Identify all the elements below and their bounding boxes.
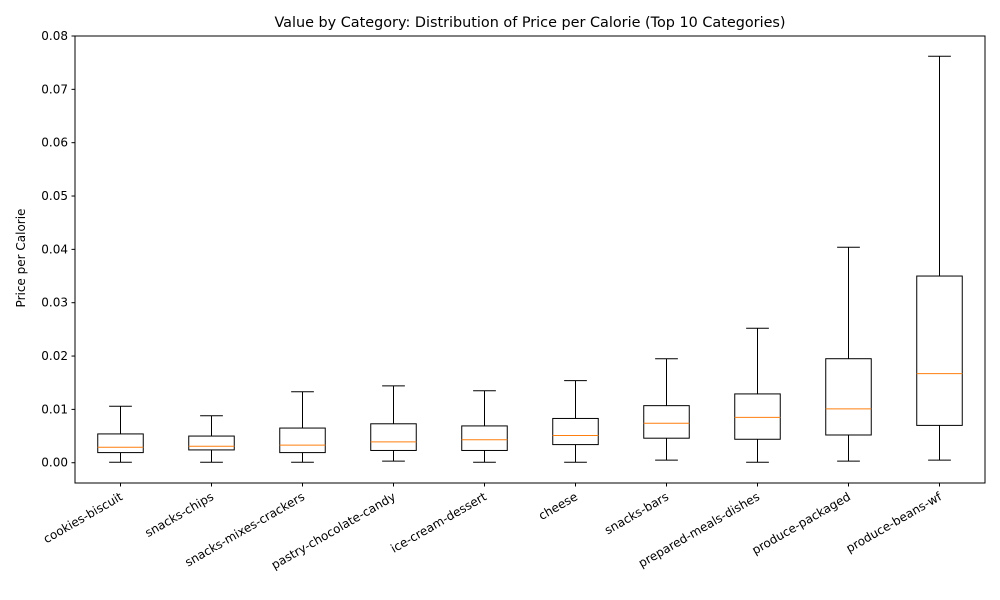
x-tick-label: cheese xyxy=(536,489,580,522)
iqr-box xyxy=(916,275,963,426)
plot-frame xyxy=(74,35,986,484)
y-tick-label: 0.03 xyxy=(41,296,68,310)
y-tick-label: 0.00 xyxy=(41,456,68,470)
y-tick-label: 0.07 xyxy=(41,82,68,96)
y-tick-label: 0.05 xyxy=(41,189,68,203)
y-tick-label: 0.08 xyxy=(41,29,68,43)
x-tick-label: produce-packaged xyxy=(749,489,853,557)
iqr-box xyxy=(461,425,508,451)
iqr-box xyxy=(825,358,872,436)
iqr-box xyxy=(734,393,781,440)
y-tick-label: 0.02 xyxy=(41,349,68,363)
iqr-box xyxy=(552,417,599,446)
x-tick-label: ice-cream-dessert xyxy=(388,489,489,555)
y-tick-label: 0.01 xyxy=(41,402,68,416)
iqr-box xyxy=(643,405,690,439)
y-tick-label: 0.04 xyxy=(41,242,68,256)
iqr-box xyxy=(279,427,326,454)
plot-area: 0.00 0.01 0.02 0.03 0.04 0.05 0.06 0.07 0.08 cook… xyxy=(41,29,963,572)
chart-title: Value by Category: Distribution of Price… xyxy=(274,15,785,31)
y-tick-label: 0.06 xyxy=(41,136,68,150)
x-tick-label: snacks-bars xyxy=(602,489,671,537)
x-tick-label: cookies-biscuit xyxy=(41,489,125,546)
x-tick-label: produce-beans-wf xyxy=(844,489,945,555)
x-tick-label: snacks-chips xyxy=(143,489,216,539)
y-axis-title: Price per Calorie xyxy=(14,209,28,308)
iqr-box xyxy=(188,435,235,451)
iqr-box xyxy=(97,433,144,454)
iqr-box xyxy=(370,423,417,451)
